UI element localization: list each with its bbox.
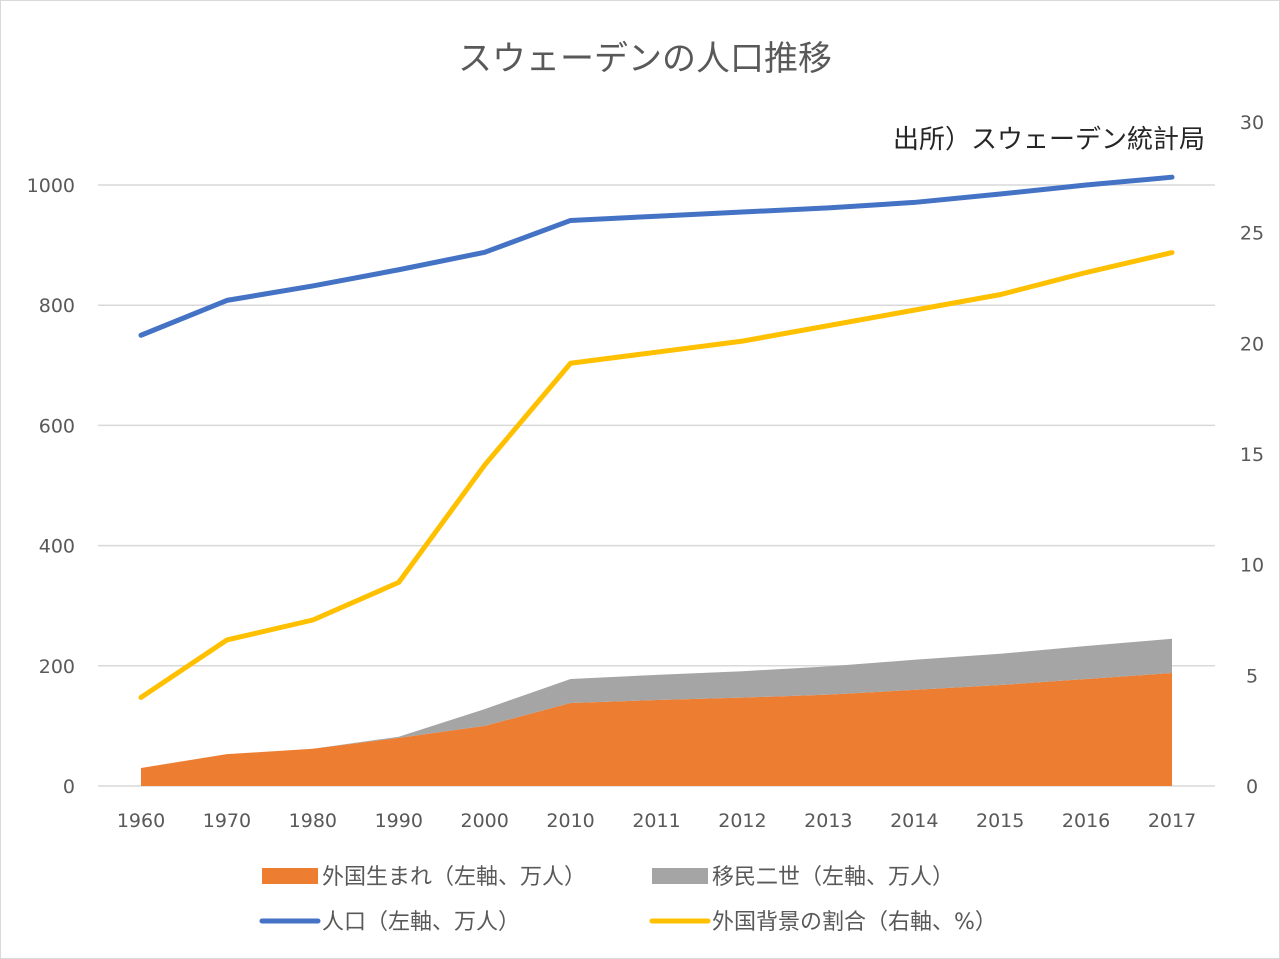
left-axis-tick-label: 800 bbox=[39, 295, 75, 317]
right-axis-tick-label: 20 bbox=[1240, 333, 1264, 355]
right-axis-tick-label: 15 bbox=[1240, 444, 1264, 466]
left-axis-tick-label: 600 bbox=[39, 415, 75, 437]
left-axis-tick-label: 0 bbox=[63, 776, 75, 798]
x-axis-tick-label: 2016 bbox=[1062, 810, 1110, 832]
right-axis-tick-label: 5 bbox=[1246, 665, 1258, 687]
legend: 外国生まれ（左軸、万人） 移民二世（左軸、万人） 人口（左軸、万人） 外国背景の割合（… bbox=[259, 865, 997, 935]
left-axis-tick-label: 400 bbox=[39, 536, 75, 558]
line-population bbox=[138, 174, 1175, 338]
chart-title: スウェーデンの人口推移 bbox=[458, 39, 832, 79]
legend-label: 外国背景の割合（右軸、%） bbox=[712, 910, 997, 935]
x-axis-tick-label: 1970 bbox=[203, 810, 251, 832]
legend-swatch bbox=[262, 868, 318, 884]
source-annotation: 出所）スウェーデン統計局 bbox=[893, 125, 1205, 155]
right-axis-tick-label: 0 bbox=[1246, 776, 1258, 798]
x-axis-tick-label: 2017 bbox=[1148, 810, 1196, 832]
x-axis-tick-label: 1960 bbox=[117, 810, 165, 832]
x-axis-tick-label: 2013 bbox=[804, 810, 852, 832]
legend-label: 人口（左軸、万人） bbox=[322, 910, 520, 935]
x-axis: 1960 1970 1980 1990 2000 2010 2011 2012 2013 2014… bbox=[117, 810, 1196, 832]
x-axis-tick-label: 2010 bbox=[546, 810, 594, 832]
left-axis: 0 200 400 600 800 1000 bbox=[27, 175, 75, 798]
left-axis-tick-label: 1000 bbox=[27, 175, 75, 197]
x-axis-tick-label: 2014 bbox=[890, 810, 938, 832]
x-axis-tick-label: 1990 bbox=[375, 810, 423, 832]
x-axis-tick-label: 2011 bbox=[632, 810, 680, 832]
left-axis-tick-label: 200 bbox=[39, 656, 75, 678]
right-axis-tick-label: 25 bbox=[1240, 223, 1264, 245]
area-foreign-born bbox=[141, 673, 1172, 786]
legend-label: 移民二世（左軸、万人） bbox=[712, 865, 954, 890]
right-axis: 0 5 10 15 20 25 30 bbox=[1240, 112, 1264, 798]
x-axis-tick-label: 2012 bbox=[718, 810, 766, 832]
line-series bbox=[138, 174, 1175, 700]
legend-label: 外国生まれ（左軸、万人） bbox=[322, 865, 586, 890]
legend-swatch bbox=[652, 868, 708, 884]
area-series bbox=[141, 638, 1172, 786]
x-axis-tick-label: 2015 bbox=[976, 810, 1024, 832]
area-second-generation bbox=[141, 638, 1172, 768]
x-axis-tick-label: 1980 bbox=[289, 810, 337, 832]
line-foreign-background-share bbox=[138, 250, 1175, 700]
right-axis-tick-label: 30 bbox=[1240, 112, 1264, 134]
right-axis-tick-label: 10 bbox=[1240, 555, 1264, 577]
x-axis-tick-label: 2000 bbox=[460, 810, 508, 832]
